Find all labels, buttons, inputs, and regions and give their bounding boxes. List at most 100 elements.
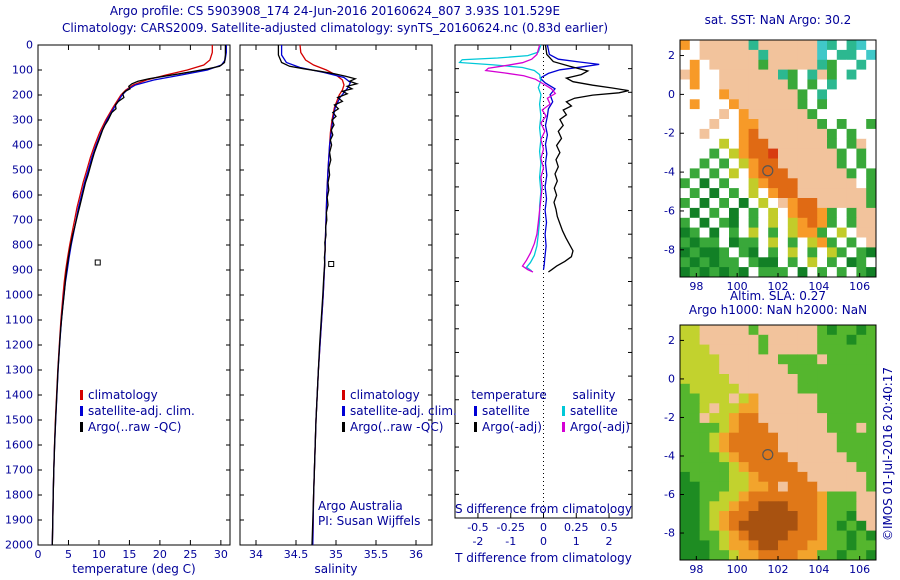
- svg-text:-1: -1: [505, 535, 516, 548]
- legend-label: Argo(..raw -QC): [88, 420, 182, 434]
- svg-text:-4: -4: [664, 166, 675, 179]
- svg-text:104: 104: [808, 280, 829, 293]
- climatology-line-swatch: [342, 390, 345, 400]
- float-location-marker: [762, 449, 774, 461]
- svg-text:1500: 1500: [5, 414, 33, 427]
- series-t-satellite: [539, 44, 600, 270]
- series-satellite-adj-clim-: [280, 45, 352, 546]
- svg-text:35.5: 35.5: [364, 548, 389, 561]
- sst_map: 98 100 102 104 106 2 0 -2 -4 -6 -8: [664, 39, 877, 293]
- difference-legend-header-salinity: salinity: [572, 388, 616, 402]
- legend-item: Argo(..raw -QC): [342, 420, 457, 436]
- svg-text:1100: 1100: [5, 314, 33, 327]
- program-annotation: Argo Australia: [318, 499, 403, 513]
- series-t-argo-adj-: [544, 44, 629, 273]
- imos-credit: ©IMOS 01-Jul-2016 20:40:17: [881, 366, 895, 542]
- legend-item: satellite-adj. clim.: [80, 404, 195, 420]
- temperature-xlabel: temperature (deg C): [72, 562, 196, 576]
- svg-text:700: 700: [12, 214, 33, 227]
- svg-text:1300: 1300: [5, 364, 33, 377]
- argo-adj-line-swatch: [474, 422, 477, 432]
- svg-text:100: 100: [727, 563, 748, 576]
- svg-text:0: 0: [668, 372, 675, 385]
- svg-text:2: 2: [668, 334, 675, 347]
- legend-label: satellite: [482, 404, 530, 418]
- series-climatology: [299, 44, 345, 546]
- svg-text:1900: 1900: [5, 514, 33, 527]
- salinity-legend: climatology satellite-adj. clim. Argo(..…: [342, 388, 457, 436]
- svg-text:102: 102: [768, 280, 789, 293]
- pi-annotation: PI: Susan Wijffels: [318, 514, 421, 528]
- svg-text:1000: 1000: [5, 289, 33, 302]
- temperature-legend: climatology satellite-adj. clim. Argo(..…: [80, 388, 195, 436]
- t-difference-xlabel: T difference from climatology: [455, 551, 632, 565]
- svg-text:0: 0: [26, 39, 33, 52]
- svg-text:36: 36: [409, 548, 423, 561]
- svg-text:5: 5: [65, 548, 72, 561]
- svg-text:1: 1: [573, 535, 580, 548]
- svg-text:2: 2: [606, 535, 613, 548]
- svg-text:0: 0: [540, 521, 547, 534]
- satellite-clim-line-swatch: [342, 406, 345, 416]
- svg-text:-4: -4: [664, 449, 675, 462]
- svg-text:15: 15: [122, 548, 136, 561]
- svg-text:30: 30: [214, 548, 228, 561]
- svg-text:0.5: 0.5: [600, 521, 618, 534]
- legend-item: satellite: [474, 404, 542, 420]
- svg-text:20: 20: [153, 548, 167, 561]
- legend-label: satellite-adj. clim.: [350, 404, 457, 418]
- legend-label: climatology: [350, 388, 420, 402]
- legend-label: climatology: [88, 388, 158, 402]
- svg-text:-2: -2: [472, 535, 483, 548]
- svg-text:2: 2: [668, 49, 675, 62]
- legend-item: Argo(..raw -QC): [80, 420, 195, 436]
- svg-text:-2: -2: [664, 127, 675, 140]
- satellite-line-swatch: [562, 406, 565, 416]
- legend-label: satellite: [570, 404, 618, 418]
- svg-text:98: 98: [689, 563, 703, 576]
- salinity-difference-legend: satellite Argo(-adj): [562, 404, 630, 436]
- svg-text:-8: -8: [664, 243, 675, 256]
- climatology-line-swatch: [80, 390, 83, 400]
- series-s-argo-adj-: [484, 44, 557, 273]
- svg-text:1700: 1700: [5, 464, 33, 477]
- svg-text:102: 102: [768, 563, 789, 576]
- svg-text:34.5: 34.5: [284, 548, 309, 561]
- series-s-satellite: [458, 44, 542, 272]
- svg-text:1600: 1600: [5, 439, 33, 452]
- svg-text:104: 104: [808, 563, 829, 576]
- svg-text:-2: -2: [664, 411, 675, 424]
- svg-text:1400: 1400: [5, 389, 33, 402]
- figure-title-line1: Argo profile: CS 5903908_174 24-Jun-2016…: [109, 4, 561, 18]
- argo-line-swatch: [80, 422, 83, 432]
- svg-text:100: 100: [727, 280, 748, 293]
- float-location-marker: [762, 165, 774, 177]
- series-argo-raw-qc-: [51, 45, 227, 546]
- legend-label: Argo(-adj): [570, 420, 630, 434]
- legend-item: climatology: [342, 388, 457, 404]
- svg-text:98: 98: [689, 280, 703, 293]
- sst-map-title: sat. SST: NaN Argo: 30.2: [704, 13, 852, 27]
- legend-label: satellite-adj. clim.: [88, 404, 195, 418]
- salinity_profile: 34 34.5 35 35.5 36: [239, 44, 433, 561]
- sla-map-subtitle: Argo h1000: NaN h2000: NaN: [688, 303, 868, 317]
- svg-text:-6: -6: [664, 488, 675, 501]
- sla-map-title: Altim. SLA: 0.27: [729, 289, 827, 303]
- svg-text:34: 34: [249, 548, 263, 561]
- svg-text:0: 0: [540, 535, 547, 548]
- svg-text:-6: -6: [664, 204, 675, 217]
- argo-line-swatch: [342, 422, 345, 432]
- salinity-xlabel: salinity: [314, 562, 358, 576]
- sla_map: 98 100 102 104 106 2 0 -2 -4 -6 -8: [664, 324, 877, 576]
- s-difference-axis-label: S difference from climatology: [455, 502, 632, 516]
- svg-text:1800: 1800: [5, 489, 33, 502]
- svg-text:500: 500: [12, 164, 33, 177]
- svg-text:200: 200: [12, 89, 33, 102]
- temperature_profile: 0100200300400500600700800900100011001200…: [5, 39, 231, 561]
- legend-item: satellite-adj. clim.: [342, 404, 457, 420]
- svg-text:300: 300: [12, 114, 33, 127]
- satellite-clim-line-swatch: [80, 406, 83, 416]
- svg-text:0: 0: [35, 548, 42, 561]
- legend-item: Argo(-adj): [474, 420, 542, 436]
